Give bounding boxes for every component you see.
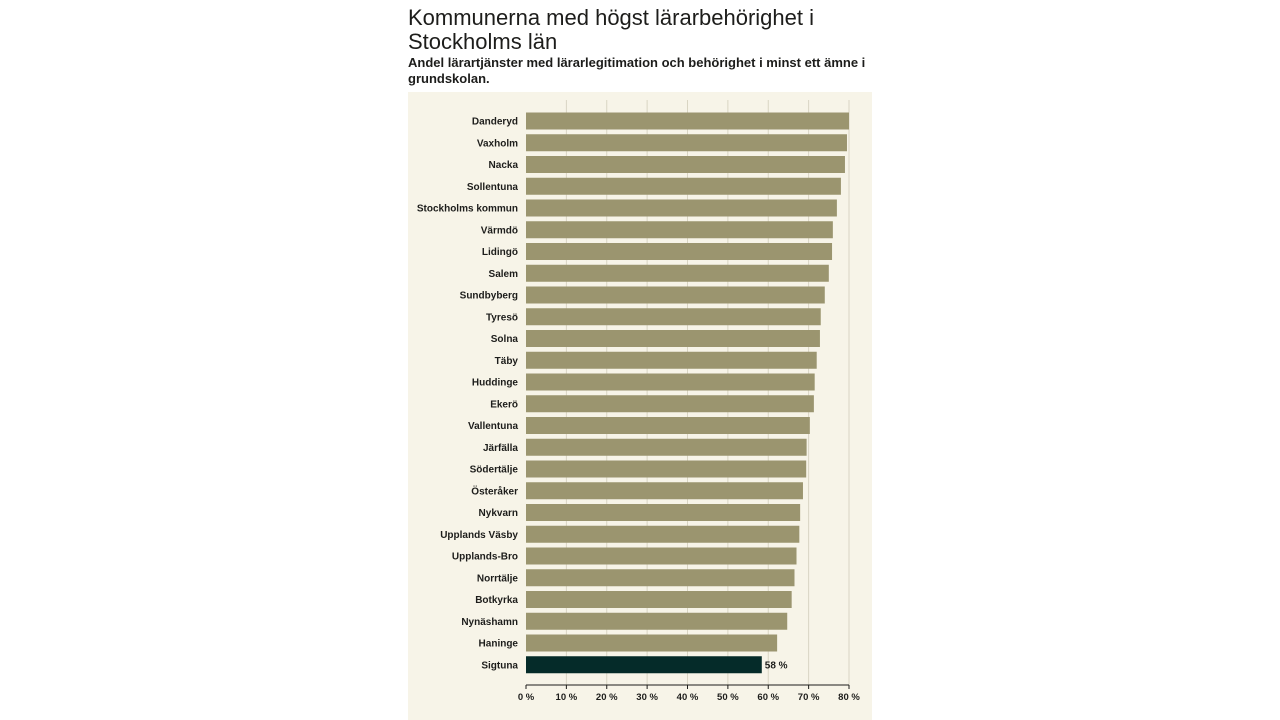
bar (526, 264, 829, 282)
category-label: Huddinge (472, 378, 519, 389)
category-label: Tyresö (486, 312, 518, 323)
category-label: Norrtälje (477, 573, 519, 584)
data-label: 58 % (765, 660, 788, 671)
bar (526, 417, 810, 434)
x-tick-label: 50 % (717, 692, 739, 703)
category-label: Sollentuna (467, 182, 519, 193)
category-label: Solna (491, 334, 519, 345)
category-label: Värmdö (481, 225, 518, 236)
bar (526, 243, 833, 260)
bar (526, 547, 797, 565)
bar (526, 330, 820, 347)
category-label: Järfälla (483, 443, 518, 454)
category-label: Täby (495, 356, 519, 367)
bar (526, 634, 778, 652)
category-label: Haninge (479, 639, 519, 650)
bar (526, 460, 807, 478)
category-label: Sundbyberg (460, 291, 518, 302)
bar (526, 373, 815, 391)
category-label: Vaxholm (477, 138, 518, 149)
category-label: Södertälje (470, 465, 519, 476)
category-label: Botkyrka (475, 595, 518, 606)
x-tick-label: 0 % (518, 692, 535, 703)
bar (526, 612, 788, 630)
bar (526, 308, 821, 326)
bar (526, 351, 817, 369)
category-label: Sigtuna (481, 660, 518, 671)
bar (526, 199, 837, 217)
bar (526, 177, 841, 195)
bar (526, 134, 847, 152)
bar (526, 482, 803, 500)
x-tick-label: 80 % (838, 692, 860, 703)
category-label: Upplands-Bro (452, 552, 518, 563)
x-tick-label: 30 % (636, 692, 658, 703)
bar (526, 286, 825, 304)
chart-title: Kommunerna med högst lärarbehörighet i S… (408, 5, 815, 54)
chart-header (408, 0, 872, 92)
category-label: Nacka (489, 160, 519, 171)
bar (526, 112, 849, 130)
bar (526, 569, 795, 587)
category-label: Österåker (471, 484, 518, 497)
category-label: Stockholms kommun (417, 204, 518, 215)
x-tick-label: 70 % (798, 692, 820, 703)
category-label: Ekerö (490, 399, 518, 410)
bar (526, 504, 801, 521)
category-label: Salem (489, 269, 519, 280)
bar (526, 525, 800, 543)
bar (526, 156, 845, 173)
bar (526, 395, 814, 413)
bar (526, 438, 807, 456)
category-label: Vallentuna (468, 421, 518, 432)
category-label: Upplands Väsby (440, 530, 518, 541)
bar (526, 221, 833, 239)
category-label: Nynäshamn (461, 617, 518, 628)
x-tick-label: 20 % (596, 692, 618, 703)
x-tick-label: 10 % (556, 692, 578, 703)
bar (526, 656, 762, 674)
chart-subtitle: Andel lärartjänster med lärarlegitimatio… (408, 55, 866, 86)
x-tick-label: 60 % (757, 692, 779, 703)
category-label: Lidingö (482, 247, 518, 258)
bar (526, 591, 792, 608)
category-label: Danderyd (472, 117, 518, 128)
x-tick-label: 40 % (677, 692, 699, 703)
category-label: Nykvarn (479, 508, 518, 519)
